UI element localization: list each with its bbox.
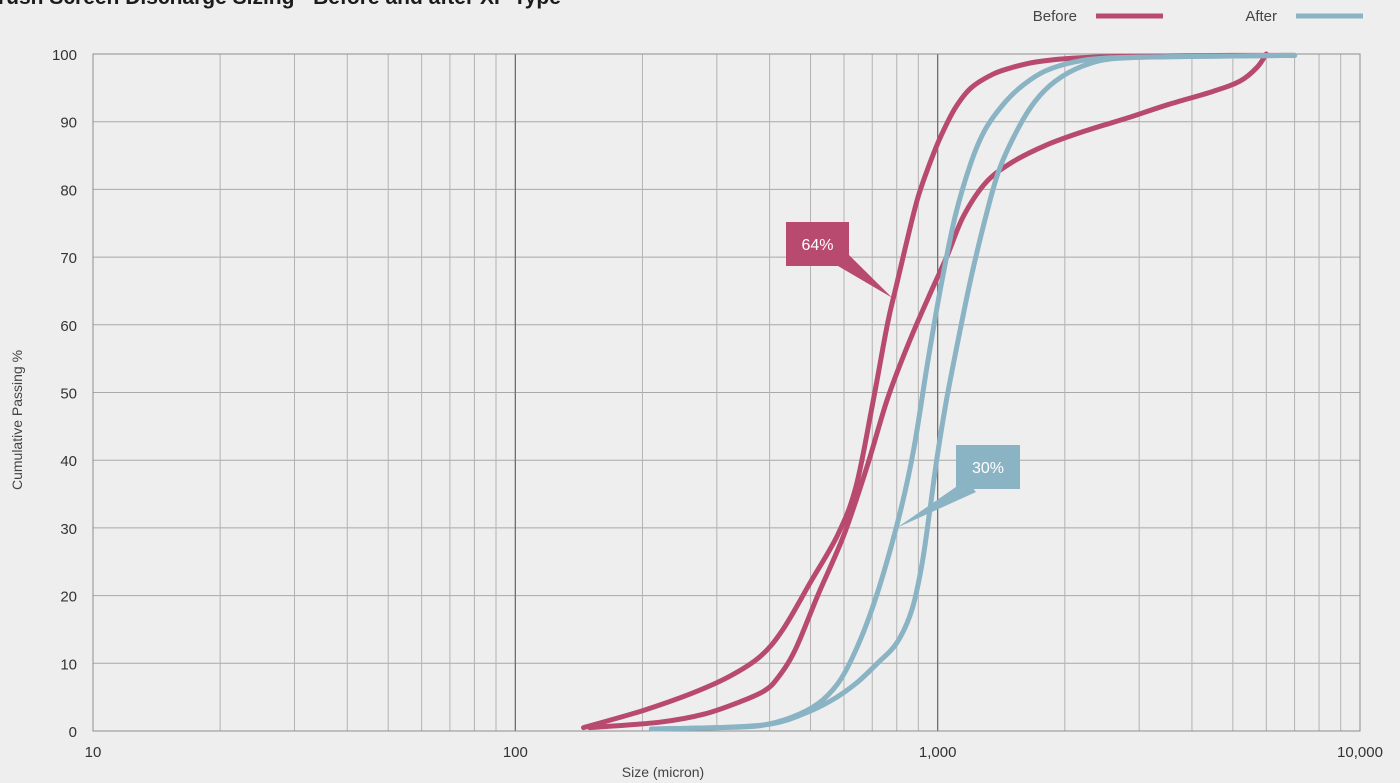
x-tick-label: 10 [85,744,102,761]
callout-label: 64% [801,237,833,254]
y-tick-label: 70 [60,250,77,267]
y-tick-label: 40 [60,453,77,470]
callout-label: 30% [972,460,1004,477]
y-tick-label: 30 [60,521,77,538]
y-tick-label: 100 [52,47,77,64]
grid [93,54,1360,731]
y-tick-label: 90 [60,115,77,132]
series-line-before-2 [590,54,1267,728]
y-tick-label: 20 [60,589,77,606]
x-tick-label: 10,000 [1337,744,1383,761]
legend-label-after: After [1245,8,1277,25]
legend-label-before: Before [1033,8,1077,25]
x-tick-labels: 10 100 1,000 10,000 [85,744,1383,761]
x-axis-title: Size (micron) [622,764,704,780]
y-tick-label: 50 [60,386,77,403]
y-tick-label: 80 [60,182,77,199]
y-tick-label: 10 [60,656,77,673]
x-tick-label: 1,000 [919,744,957,761]
series-line-before-1 [584,55,1295,727]
series-lines [584,54,1295,729]
y-tick-labels: 0 10 20 30 40 50 60 70 80 90 100 [52,47,77,741]
chart-title: rush Screen Discharge Sizing - Before an… [0,0,561,9]
y-axis-title: Cumulative Passing % [9,350,25,490]
x-tick-label: 100 [503,744,528,761]
y-tick-label: 60 [60,318,77,335]
y-tick-label: 0 [69,724,77,741]
legend: Before After [1033,8,1363,25]
